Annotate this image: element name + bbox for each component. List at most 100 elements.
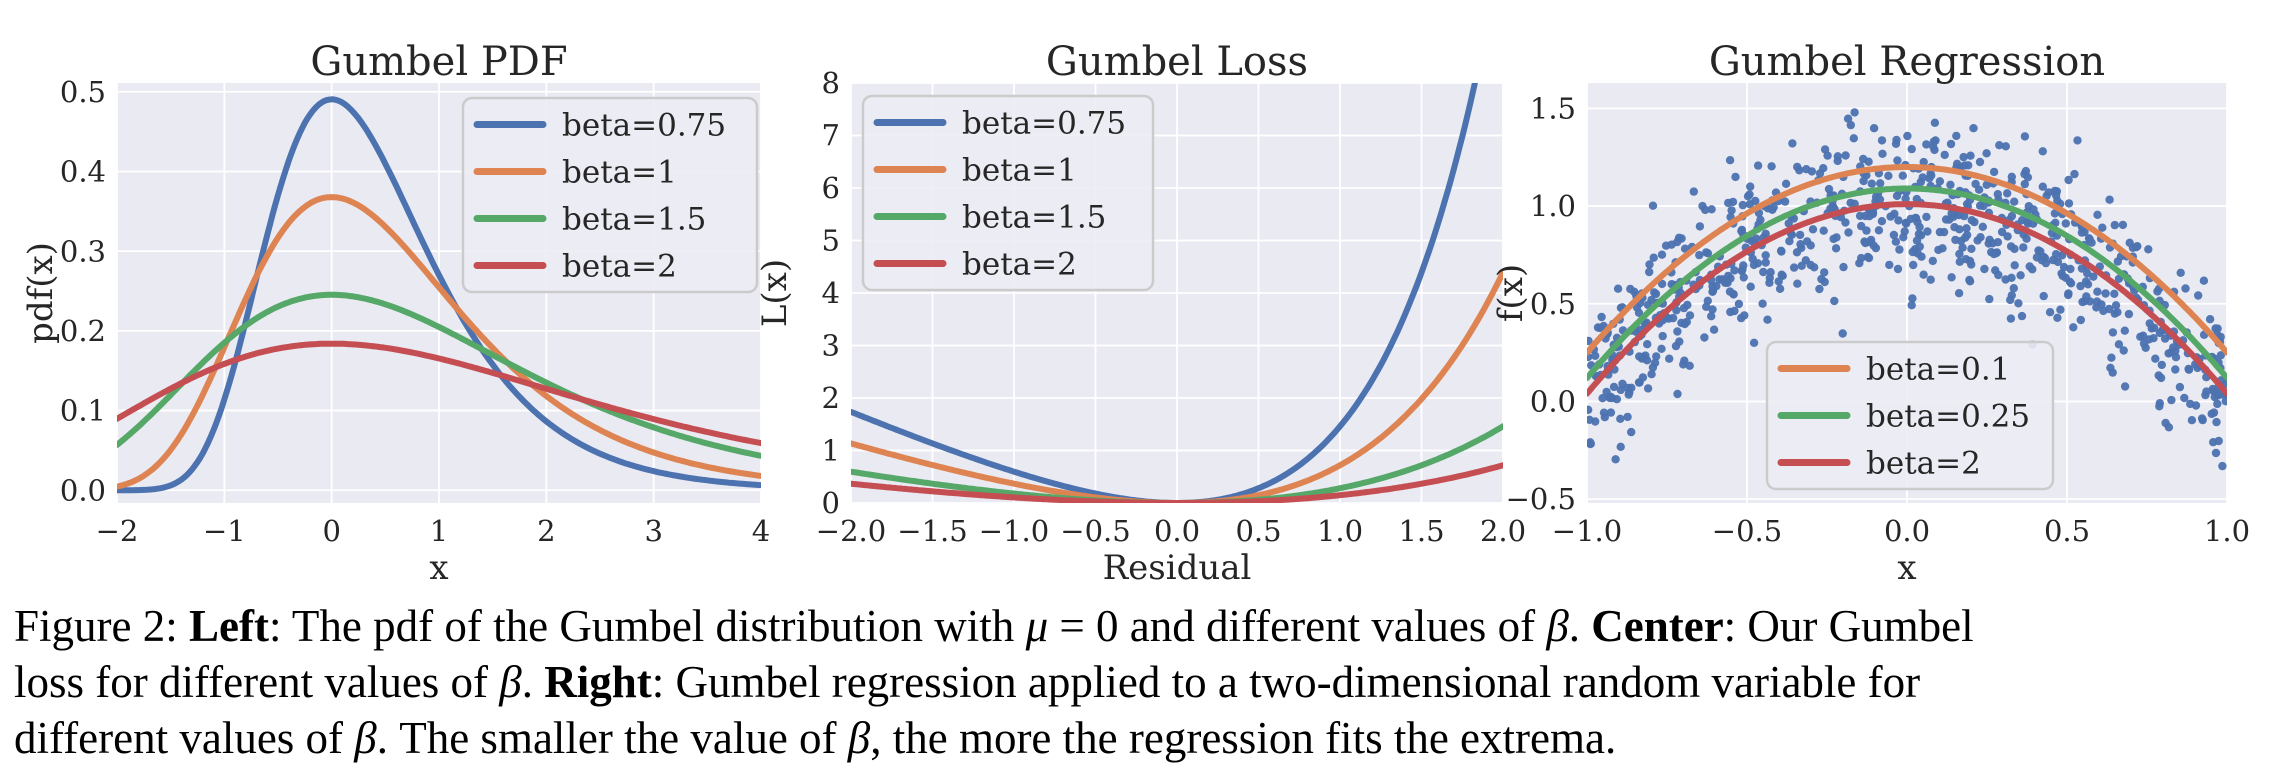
scatter-point [1725,287,1735,296]
x-axis-label: Residual [1103,548,1252,588]
scatter-point [2064,175,2073,185]
scatter-point [1951,235,1960,245]
scatter-point [1685,311,1695,320]
caption-line: different values of β. The smaller the v… [14,710,2272,766]
scatter-point [2080,297,2089,306]
scatter-point [1828,202,1838,212]
scatter-point [1780,197,1790,206]
scatter-point [1643,340,1652,349]
scatter-point [2144,335,2154,344]
charts-row: 0.0 0.1 0.2 0.3 0.4 0.5 −2 −1 0 1 2 3 4 Gumbel PDF x pd… [21,39,2250,588]
scatter-point [1922,140,1931,149]
y-tick-label: 1.0 [1530,189,1576,223]
caption-text: . [521,657,545,707]
scatter-point [1728,197,1738,207]
scatter-point [1985,294,1994,304]
scatter-point [1648,201,1658,210]
scatter-point [1952,159,1962,168]
scatter-point [1982,180,1991,189]
scatter-point [1989,249,1999,259]
legend-label: beta=1 [962,152,1077,188]
scatter-point [1641,351,1650,360]
scatter-point [1707,312,1716,321]
scatter-point [1819,164,1828,173]
scatter-point [2136,332,2145,341]
y-tick-label: 0.0 [1530,385,1576,419]
scatter-point [1841,151,1850,160]
scatter-point [1966,151,1975,160]
scatter-point [1627,427,1636,437]
scatter-point [1625,388,1634,397]
scatter-point [1707,205,1716,214]
scatter-point [2110,220,2119,230]
scatter-point [1915,242,1925,251]
scatter-point [2141,343,2150,352]
scatter-point [2164,349,2173,358]
scatter-point [1611,455,1620,464]
scatter-point [1867,179,1877,188]
scatter-point [1991,266,2000,275]
scatter-point [1892,135,1901,145]
scatter-point [1895,245,1904,254]
scatter-point [1616,385,1626,395]
scatter-point [1759,267,1768,277]
legend-label: beta=0.25 [1866,398,2030,434]
scatter-point [1626,284,1635,294]
y-tick-label: 0.4 [60,155,106,189]
scatter-point [1982,149,1991,158]
scatter-point [2180,393,2189,403]
scatter-point [2151,354,2160,363]
scatter-point [1846,120,1856,130]
scatter-point [1978,222,1988,231]
scatter-point [1746,182,1755,191]
scatter-point [1600,413,1610,422]
scatter-point [1725,156,1735,165]
scatter-point [1667,240,1676,249]
scatter-point [2175,382,2185,392]
scatter-point [1915,222,1924,232]
scatter-point [1739,273,1749,282]
series-line-beta=0.75 [851,83,1478,503]
scatter-point [2205,315,2215,324]
y-axis-label: f(x) [1491,264,1531,322]
scatter-point [1975,157,1985,167]
scatter-point [1940,150,1949,160]
scatter-point [2001,142,2011,151]
series-line-beta=1.5 [851,423,1503,503]
scatter-point [1685,361,1694,370]
scatter-point [1643,384,1653,393]
legend-label: beta=0.75 [562,107,726,143]
scatter-point [2076,315,2085,325]
y-tick-label: 2 [822,381,840,415]
legend-box [861,94,1155,292]
caption-bold-text: Center [1591,601,1724,651]
series-line-beta=2 [1587,201,2227,397]
scatter-point [1657,250,1667,259]
caption-text: . The smaller the value of [376,713,848,763]
caption-math-symbol: β [1546,601,1569,651]
caption-bold-text: Left [189,601,269,651]
scatter-point [1606,392,1615,401]
scatter-point [1797,261,1806,270]
scatter-point [1886,212,1895,221]
scatter-point [1657,344,1666,353]
scatter-point [1785,237,1794,246]
y-tick-label: 1.5 [1530,92,1576,126]
scatter-point [1878,149,1887,158]
scatter-point [2119,346,2128,355]
scatter-point [1832,233,1841,242]
x-tick-label: −2 [96,514,139,548]
scatter-point [1831,244,1841,253]
y-tick-label: 1 [822,434,840,468]
scatter-point [2157,360,2166,370]
scatter-point [2213,399,2222,409]
scatter-point [2065,277,2075,286]
scatter-point [2211,448,2221,458]
scatter-point [1961,255,1971,264]
scatter-point [1865,212,1874,221]
caption-text: : The pdf of the Gumbel distribution wit… [268,601,1026,651]
scatter-point [2058,271,2067,281]
scatter-point [1761,251,1770,260]
scatter-point [2007,172,2017,181]
scatter-point [2099,306,2108,316]
